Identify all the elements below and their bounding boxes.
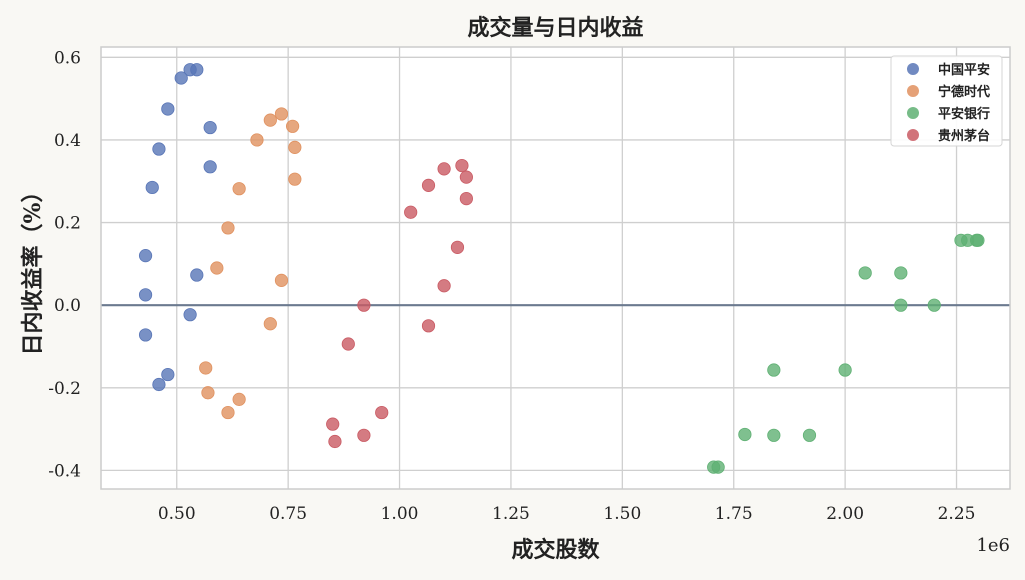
x-tick-label: 0.50: [158, 504, 196, 524]
data-point: [421, 319, 436, 333]
data-point: [286, 119, 300, 133]
data-point: [274, 107, 289, 121]
data-point: [326, 417, 340, 431]
legend-label: 宁德时代: [938, 84, 990, 100]
data-point: [375, 405, 389, 420]
legend-label: 平安银行: [938, 106, 990, 122]
legend-marker: [907, 85, 919, 97]
data-point: [288, 140, 302, 154]
legend-label: 中国平安: [938, 62, 990, 78]
data-point: [357, 428, 371, 442]
data-point: [274, 273, 289, 287]
legend-label: 贵州茅台: [938, 128, 990, 144]
data-point: [437, 162, 451, 176]
data-point: [455, 158, 469, 173]
points-layer: [138, 63, 985, 474]
data-point: [174, 71, 188, 85]
data-point: [858, 266, 872, 280]
data-point: [404, 205, 418, 219]
series-group: [326, 158, 473, 449]
x-axis-label: 成交股数: [511, 537, 600, 563]
grid-layer: [101, 47, 1010, 489]
chart-title: 成交量与日内收益: [467, 15, 643, 41]
data-point: [263, 317, 277, 331]
data-point: [459, 192, 473, 206]
data-point: [190, 63, 204, 77]
data-point: [210, 261, 224, 275]
data-point: [190, 268, 204, 282]
y-tick-label: -0.2: [48, 379, 81, 399]
plot-frame: [100, 46, 1011, 490]
data-point: [161, 102, 175, 116]
y-tick-label: 0.2: [54, 214, 81, 234]
data-point: [221, 405, 235, 420]
data-point: [971, 233, 985, 247]
series-group: [138, 63, 217, 392]
legend-box: [890, 55, 1003, 147]
data-point: [152, 377, 166, 392]
data-point: [221, 221, 235, 235]
data-point: [288, 172, 302, 186]
series-group: [199, 107, 302, 420]
axes-layer: 0.50 0.75 1.00 1.25 1.50 1.75 2.00 2.25 -0.4 -0.2…: [48, 46, 1011, 524]
data-point: [138, 288, 153, 302]
data-point: [450, 240, 465, 254]
data-point: [328, 434, 342, 449]
data-point: [357, 298, 371, 312]
data-point: [421, 178, 436, 192]
data-point: [138, 249, 153, 263]
data-point: [250, 133, 264, 147]
x-tick-label: 1.00: [381, 504, 419, 524]
x-axis-offset-label: 1e6: [976, 535, 1010, 556]
data-point: [894, 266, 908, 280]
y-tick-label: 0.6: [54, 48, 81, 68]
data-point: [894, 298, 908, 312]
data-point: [145, 180, 159, 195]
data-point: [927, 298, 941, 312]
data-point: [711, 460, 725, 474]
data-point: [203, 160, 217, 174]
legend-marker: [907, 63, 919, 75]
y-tick-label: -0.4: [48, 461, 81, 481]
x-tick-label: 1.75: [715, 504, 753, 524]
data-point: [459, 170, 473, 184]
data-point: [201, 386, 215, 400]
y-tick-label: 0.4: [54, 131, 81, 151]
data-point: [767, 363, 781, 377]
data-point: [263, 113, 277, 127]
x-tick-label: 0.75: [269, 504, 307, 524]
data-point: [437, 279, 451, 293]
data-point: [838, 363, 852, 377]
data-point: [203, 120, 217, 135]
data-point: [152, 142, 166, 156]
data-point: [232, 182, 246, 196]
data-point: [767, 428, 781, 442]
data-point: [199, 361, 213, 375]
plot-area: [101, 47, 1010, 489]
data-point: [802, 428, 817, 442]
data-point: [138, 328, 153, 342]
data-point: [161, 367, 175, 382]
legend-marker: [907, 129, 919, 141]
y-tick-label: 0.0: [54, 296, 81, 316]
legend-marker: [907, 107, 919, 119]
x-tick-label: 2.25: [938, 504, 976, 524]
x-tick-label: 2.00: [826, 504, 864, 524]
data-point: [232, 392, 246, 406]
data-point: [183, 308, 197, 322]
series-group: [707, 233, 985, 474]
x-tick-label: 1.50: [603, 504, 641, 524]
data-point: [341, 337, 355, 351]
data-point: [738, 427, 752, 442]
y-axis-label: 日内收益率（%）: [20, 181, 46, 356]
x-tick-label: 1.25: [492, 504, 530, 524]
